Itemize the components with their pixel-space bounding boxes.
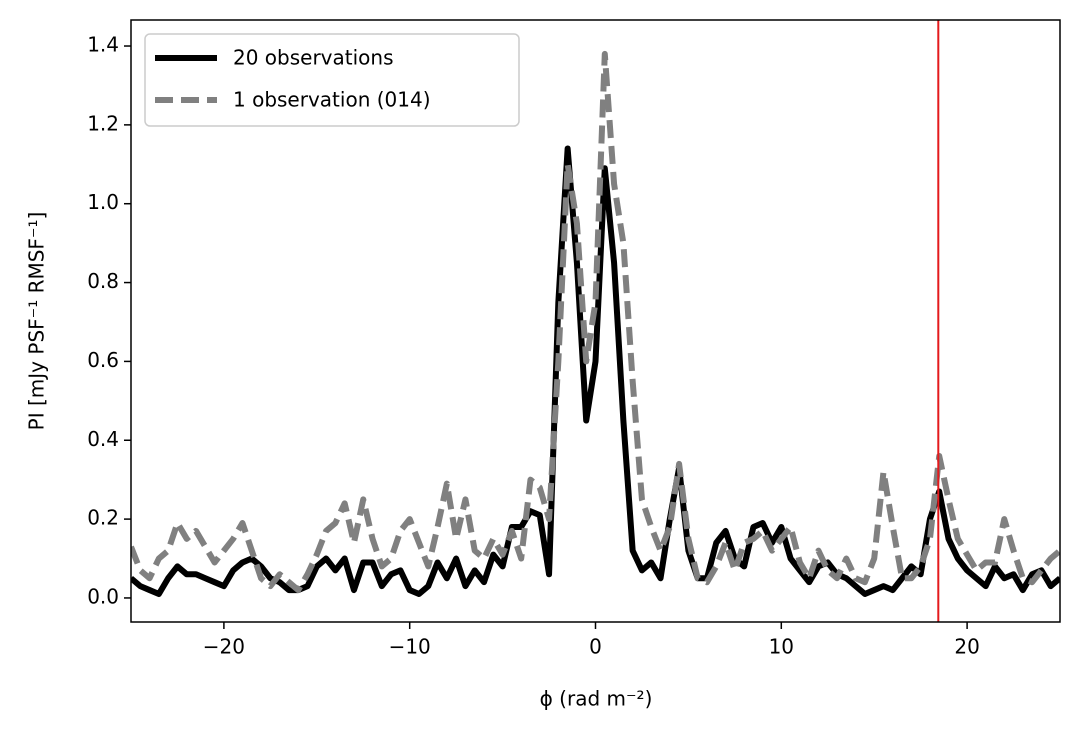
y-tick-label: 0.4	[87, 427, 119, 451]
x-tick-label: 0	[589, 635, 602, 659]
x-tick-label: −10	[389, 635, 431, 659]
y-tick-label: 1.4	[87, 33, 119, 57]
axes-frame	[130, 19, 1061, 623]
legend-label: 1 observation (014)	[233, 88, 431, 112]
y-tick-label: 1.0	[87, 190, 119, 214]
x-tick-label: 20	[954, 635, 979, 659]
y-tick-label: 0.0	[87, 584, 119, 608]
y-axis-label: PI [mJy PSF⁻¹ RMSF⁻¹]	[25, 212, 49, 431]
series-line	[131, 50, 1060, 594]
y-tick-label: 0.6	[87, 348, 119, 372]
x-tick-label: 10	[769, 635, 794, 659]
x-axis-label: ϕ (rad m⁻²)	[540, 687, 653, 711]
x-tick-label: −20	[203, 635, 245, 659]
y-tick-label: 1.2	[87, 111, 119, 135]
series-line	[131, 145, 1060, 598]
legend-label: 20 observations	[233, 46, 394, 70]
y-tick-label: 0.8	[87, 269, 119, 293]
legend-box	[144, 33, 520, 127]
plot-area	[131, 20, 1060, 622]
y-tick-label: 0.2	[87, 506, 119, 530]
